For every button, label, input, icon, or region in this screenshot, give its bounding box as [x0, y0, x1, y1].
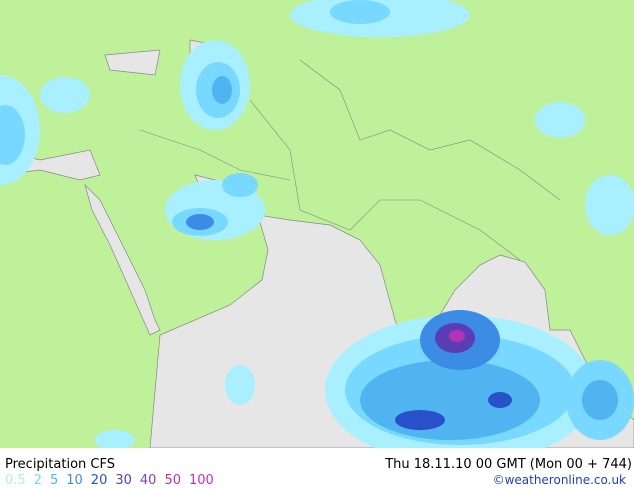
legend-value: 100 — [188, 473, 214, 488]
precipitation — [0, 0, 634, 448]
legend-value: 50 — [164, 473, 181, 488]
map — [0, 0, 634, 448]
legend-value: 40 — [139, 473, 157, 488]
legend-value: 5 — [49, 473, 59, 488]
legend-value: 2 — [33, 473, 42, 488]
legend: 0.5 2 5 10 20 30 40 50 100 — [5, 473, 222, 488]
legend-value: 0.5 — [5, 473, 26, 488]
info-bar: Precipitation CFS Thu 18.11.10 00 GMT (M… — [0, 448, 634, 490]
title: Precipitation CFS — [5, 457, 115, 472]
credit[interactable]: ©weatheronline.co.uk — [492, 473, 626, 487]
legend-value: 20 — [90, 473, 108, 488]
valid-time: Thu 18.11.10 00 GMT (Mon 00 + 744) — [385, 457, 632, 472]
legend-value: 10 — [66, 473, 83, 488]
legend-value: 30 — [115, 473, 132, 488]
